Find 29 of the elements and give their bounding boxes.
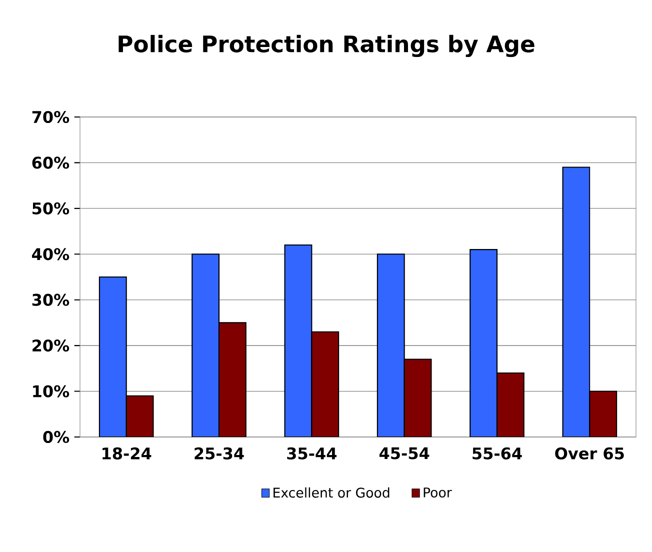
y-tick-label: 30%	[32, 294, 70, 306]
legend-label: Excellent or Good	[274, 487, 390, 498]
y-tick-label: 20%	[32, 340, 70, 352]
bar	[470, 249, 498, 437]
x-tick-label: 45-54	[379, 447, 430, 460]
x-tick-label: 18-24	[102, 447, 152, 460]
bar	[192, 254, 220, 437]
bar	[562, 166, 590, 437]
y-tick-label: 0%	[43, 430, 70, 444]
bar	[126, 395, 154, 437]
x-tick-label: 35-44	[287, 447, 337, 460]
x-tick-label: Over 65	[555, 447, 624, 460]
x-tick-label: 25-34	[194, 447, 244, 460]
y-tick-label: 50%	[32, 202, 70, 214]
bar	[218, 322, 246, 437]
y-tick-label: 60%	[32, 156, 70, 169]
chart-title: Police Protection Ratings by Age	[118, 34, 534, 58]
bar	[376, 254, 405, 437]
bar	[98, 276, 127, 437]
x-tick-label: 55-64	[472, 447, 522, 460]
y-tick-label: 70%	[32, 110, 70, 124]
bar	[589, 390, 618, 437]
y-tick-label: 10%	[33, 385, 70, 398]
bar	[404, 358, 432, 437]
bar	[311, 331, 340, 437]
bar	[496, 372, 524, 437]
bar	[284, 244, 312, 437]
y-tick-label: 40%	[32, 248, 70, 260]
legend-label: Poor	[424, 488, 452, 498]
